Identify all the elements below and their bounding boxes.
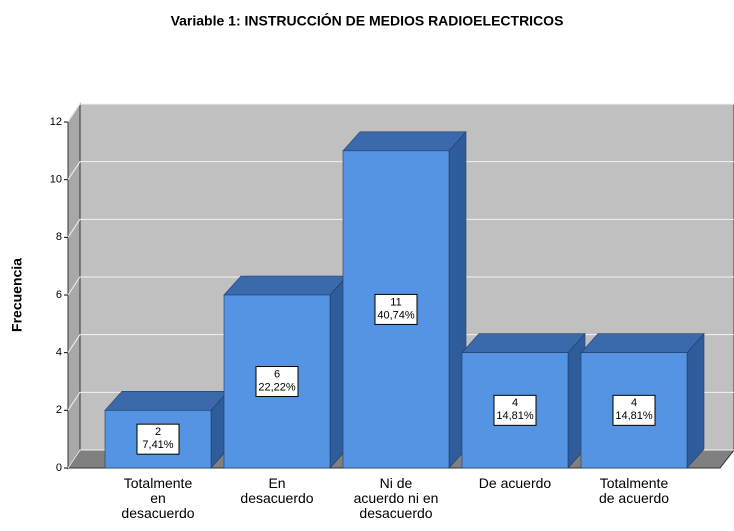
bar [342,131,467,469]
value-label-box [136,423,180,455]
x-tick-label: Totalmente de acuerdo [598,476,670,506]
chart-title: Variable 1: INSTRUCCIÓN DE MEDIOS RADIOE… [171,12,564,29]
value-label-box [255,366,299,397]
x-tick-label: En desacuerdo [240,476,314,506]
value-label: 4 [631,397,637,409]
percent-label: 22,22% [258,381,296,393]
grid-line [67,161,734,180]
value-label: 11 [390,296,401,308]
y-tick-label: 4 [56,347,62,359]
value-label: 4 [512,397,518,409]
x-tick-label-box: Ni de acuerdo ni en desacuerdo [353,476,439,521]
bar-top [104,391,229,411]
percent-label: 40,74% [377,309,415,321]
y-tick-label: 8 [56,231,62,243]
grid-line [67,276,734,296]
x-tick-label-box: Totalmente en desacuerdo [121,476,195,521]
x-tick-label: Totalmente en desacuerdo [121,476,195,521]
value-label: 2 [155,426,161,438]
y-tick-label: 6 [56,289,62,301]
value-label-box [374,293,418,325]
y-tick-label: 10 [50,174,62,186]
value-label-box [493,394,537,426]
bar-top [461,333,586,353]
grid-line [67,103,734,123]
percent-label: 7,41% [142,439,173,451]
y-axis-label: Frecuencia [9,258,25,332]
x-tick-label: De acuerdo [478,476,552,491]
bar-top [342,131,467,152]
y-tick-label: 12 [50,116,62,128]
x-tick-label-box: En desacuerdo [240,476,314,506]
bar-front [342,150,450,469]
bar-top [580,333,705,353]
grid-line [67,218,734,238]
value-label: 6 [274,368,280,380]
y-tick-label: 2 [56,404,62,416]
bar-top [223,275,348,296]
x-tick-label-box: Totalmente de acuerdo [598,476,670,506]
bar-side [686,332,705,469]
y-tick-label: 0 [56,462,62,474]
percent-label: 14,81% [615,410,653,422]
percent-label: 14,81% [496,410,534,422]
x-tick-label-box: De acuerdo [478,476,552,491]
x-tick-label: Ni de acuerdo ni en desacuerdo [353,476,439,521]
value-label-box [612,394,656,426]
